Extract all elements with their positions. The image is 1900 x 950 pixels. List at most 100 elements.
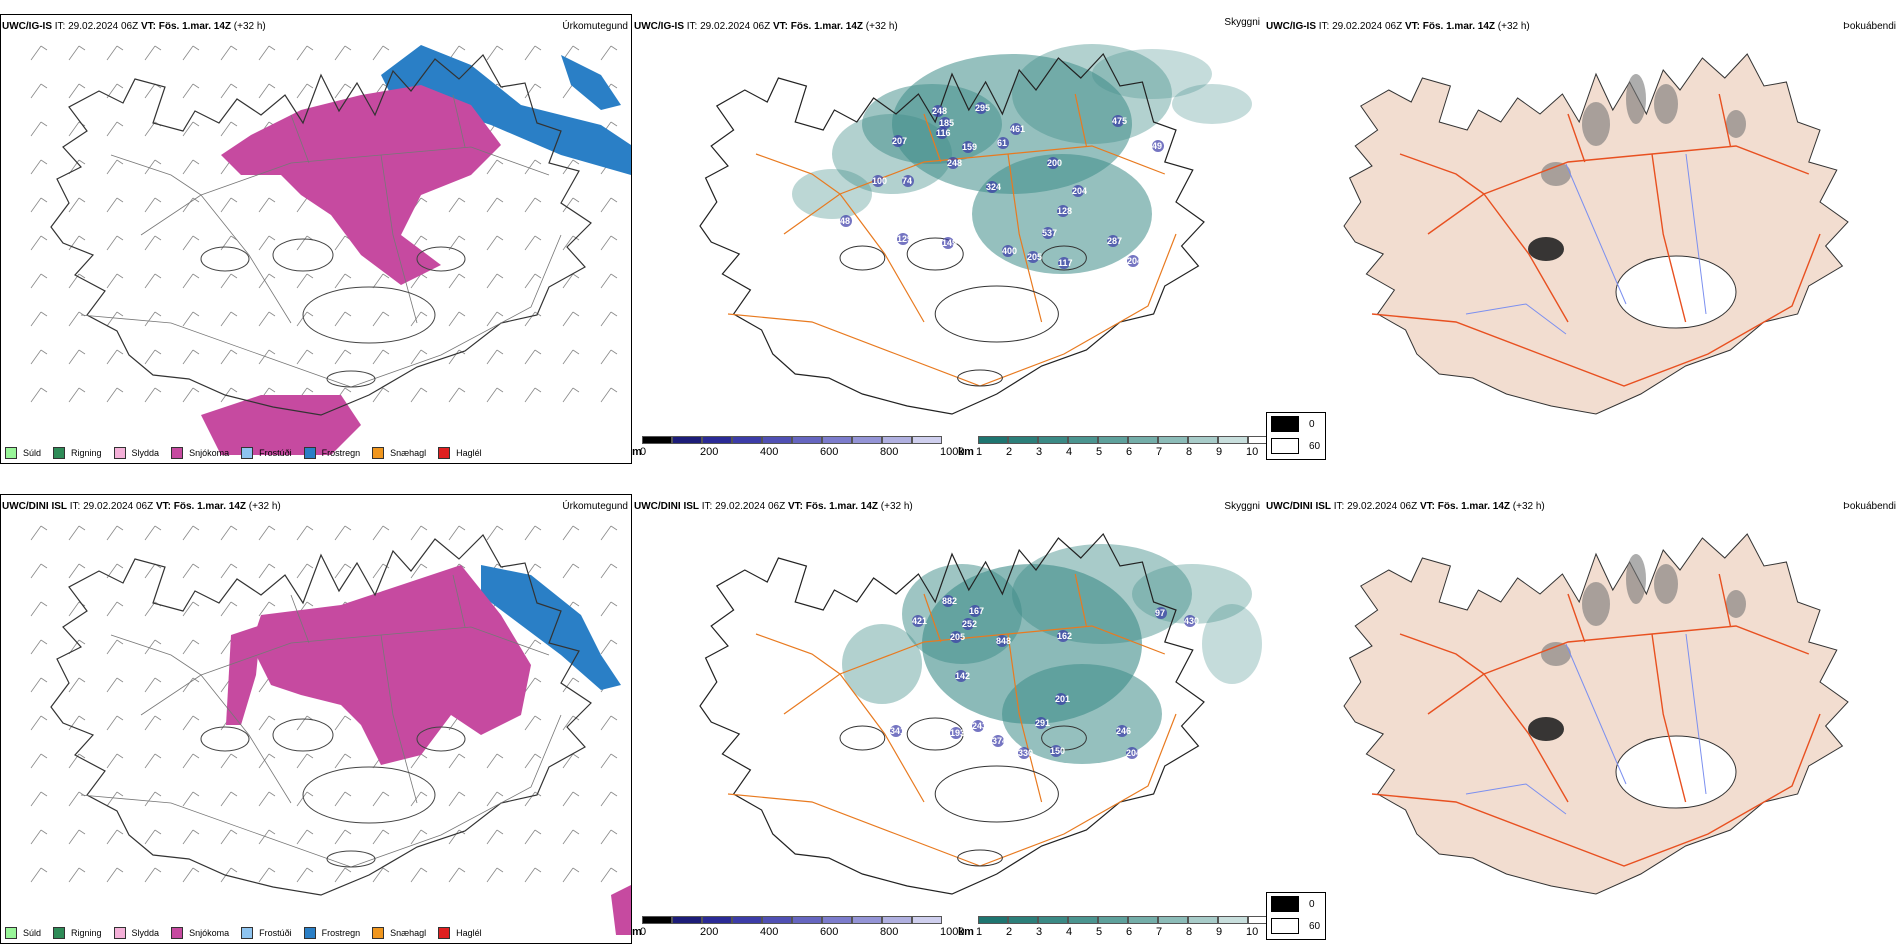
colorbar-segment — [1158, 436, 1188, 444]
wind-barb — [68, 525, 86, 541]
fog-index-patch — [1582, 582, 1610, 626]
cloud-base-label: 291 — [1035, 718, 1050, 728]
wind-barb — [30, 159, 48, 175]
model-name: UWC/IG-IS — [2, 21, 52, 32]
wind-barb — [182, 525, 200, 541]
wind-barb — [144, 45, 162, 61]
wind-barb — [258, 83, 276, 99]
road-line — [110, 634, 202, 676]
vt-label: VT: — [1419, 501, 1435, 512]
low-visibility-area — [832, 114, 952, 194]
fog-legend-top: 0 60 — [1266, 412, 1326, 460]
cloud-base-label: 117 — [1058, 258, 1073, 268]
wind-barb — [182, 563, 200, 579]
river-line — [1465, 303, 1567, 335]
legend-swatch — [53, 447, 66, 459]
wind-barb — [562, 677, 580, 693]
wind-barb — [220, 349, 238, 365]
road-line — [755, 633, 841, 675]
legend-label: Slydda — [131, 928, 160, 938]
precip-legend-item: Frostregn — [303, 447, 360, 459]
colorbar-tick-label: 200 — [700, 446, 719, 458]
wind-barb — [410, 791, 428, 807]
cloud-base-spot — [1055, 693, 1067, 705]
river-line — [1685, 153, 1707, 315]
legend-label: Rigning — [71, 928, 102, 938]
frost-rain-area — [561, 55, 621, 110]
wind-barb — [258, 715, 276, 731]
wind-barb — [448, 753, 466, 769]
wind-barb — [144, 525, 162, 541]
wind-barb — [106, 311, 124, 327]
wind-barb — [30, 677, 48, 693]
wind-barb — [524, 867, 542, 883]
wind-barb — [600, 829, 618, 845]
wind-barb — [410, 867, 428, 883]
colorbar-segment — [882, 916, 912, 924]
wind-barb — [182, 829, 200, 845]
cloud-base-spot — [1107, 235, 1119, 247]
wind-barb — [562, 867, 580, 883]
wind-barb — [182, 791, 200, 807]
road-line — [1651, 633, 1687, 803]
wind-barb — [258, 349, 276, 365]
colorbar-segment — [852, 436, 882, 444]
cloud-base-spot — [1018, 747, 1030, 759]
cloud-base-spot — [1184, 615, 1196, 627]
wind-barb — [182, 235, 200, 251]
wind-barb — [182, 867, 200, 883]
wind-barb — [486, 45, 504, 61]
legend-label: Frostúði — [259, 448, 292, 458]
cloud-base-spot — [1057, 630, 1069, 642]
road-line — [110, 154, 202, 196]
precip-legend-item: Snjókoma — [171, 447, 229, 459]
frost-rain-area — [481, 565, 621, 690]
cloud-base-spot — [950, 631, 962, 643]
legend-swatch — [438, 447, 451, 459]
wind-barb — [258, 829, 276, 845]
legend-swatch — [1271, 438, 1299, 454]
snowfall-area — [251, 565, 531, 765]
cloud-base-spot — [942, 595, 954, 607]
road-line — [1007, 153, 1043, 323]
it-value: 29.02.2024 06Z — [1347, 501, 1418, 512]
colorbar-unit: km — [958, 926, 974, 938]
wind-barb — [296, 311, 314, 327]
fog-index-patch — [1654, 564, 1678, 604]
road-line — [1567, 593, 1586, 643]
wind-barb — [258, 235, 276, 251]
colorbar-tick-label: 9 — [1216, 446, 1223, 458]
precip-legend-item: Snæhagl — [372, 927, 426, 939]
colorbar-unit: m — [632, 446, 642, 458]
cloud-base-label: 200 — [1047, 158, 1062, 168]
road-line — [1483, 673, 1569, 803]
panel-header-2: UWC/IG-IS IT: 29.02.2024 06Z VT: Fös. 1.… — [634, 17, 1262, 34]
wind-barb — [448, 525, 466, 541]
wind-barb — [600, 197, 618, 213]
wind-barb — [106, 525, 124, 541]
cloud-base-spot — [1127, 255, 1139, 267]
glacier-outline — [906, 717, 964, 751]
wind-barb — [372, 349, 390, 365]
road-line — [1427, 625, 1810, 715]
wind-barb — [372, 387, 390, 403]
wind-barb — [68, 387, 86, 403]
it-value: 29.02.2024 06Z — [68, 21, 139, 32]
colorbar-tick-label: 6 — [1126, 926, 1133, 938]
cloud-base-label: 49 — [1152, 141, 1162, 151]
wind-barb — [182, 45, 200, 61]
it-label: IT: — [686, 21, 698, 32]
low-visibility-area — [1012, 544, 1192, 644]
wind-barb — [372, 525, 390, 541]
colorbar-tick-label: 400 — [760, 446, 779, 458]
wind-barb — [372, 791, 390, 807]
wind-barb — [182, 349, 200, 365]
lead-time: (+32 h) — [248, 501, 281, 512]
wind-barb — [220, 387, 238, 403]
iceland-coastline — [699, 532, 1205, 895]
colorbar-segment — [672, 436, 702, 444]
wind-barb — [600, 387, 618, 403]
colorbar-segment — [792, 916, 822, 924]
model-name: UWC/DINI ISL — [2, 501, 67, 512]
wind-barb — [448, 867, 466, 883]
